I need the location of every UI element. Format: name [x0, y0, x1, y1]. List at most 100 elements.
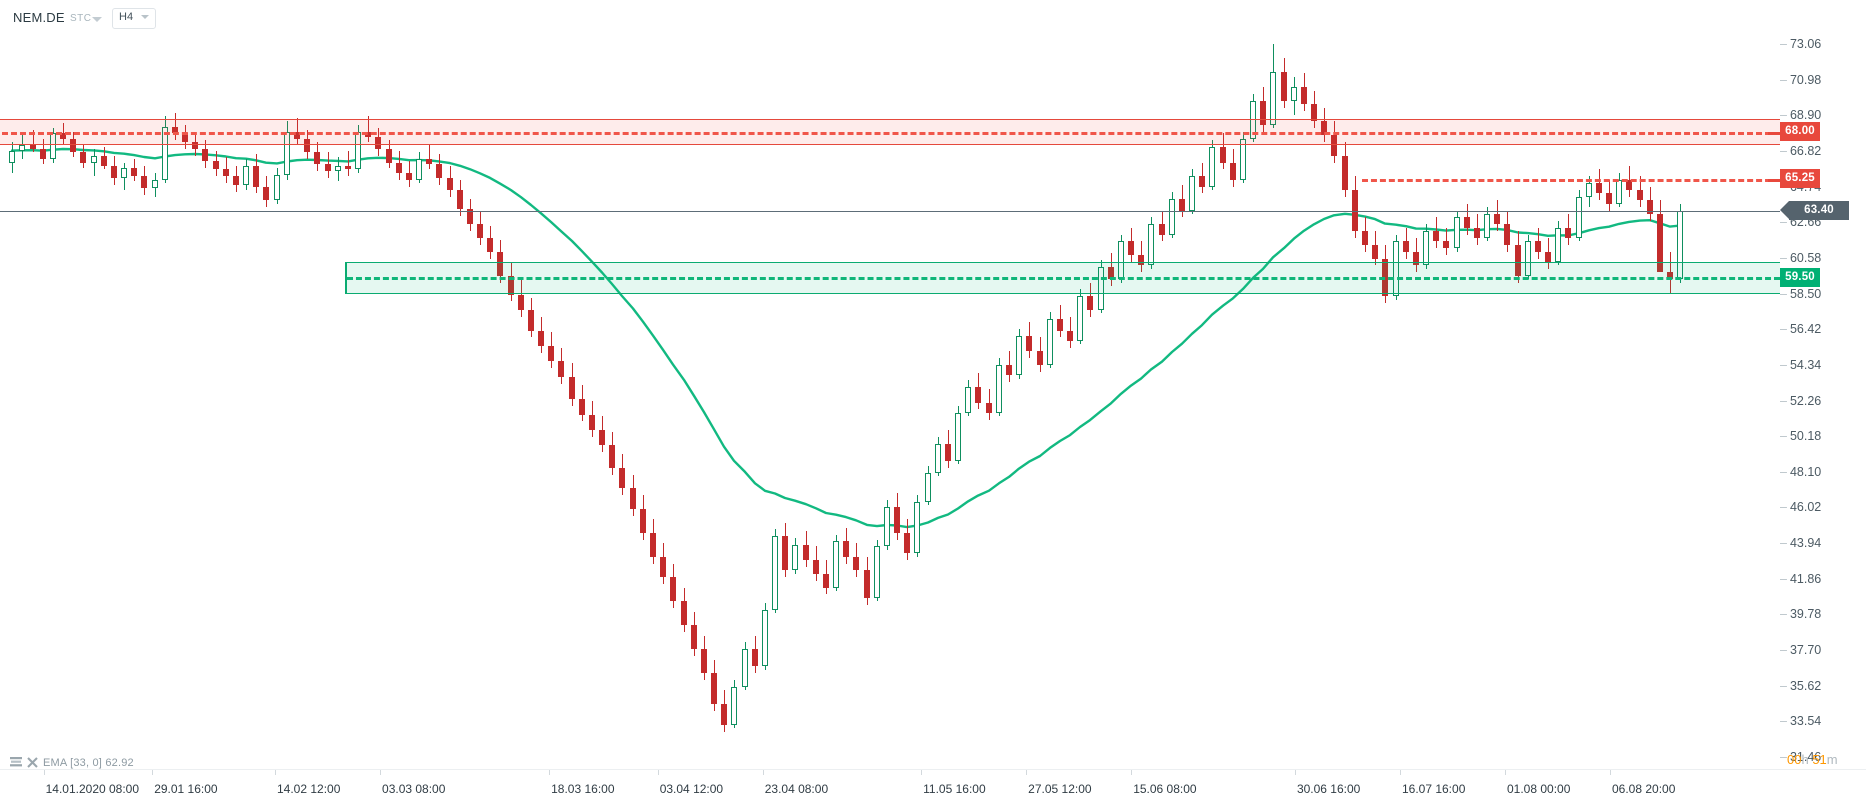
indicator-label: EMA [33, 0] 62.92: [43, 756, 134, 769]
candle-body: [1025, 335, 1033, 352]
candle-body: [852, 556, 860, 571]
candle-body: [446, 178, 454, 190]
chevron-down-icon[interactable]: [92, 17, 102, 22]
candle-body: [1219, 147, 1227, 163]
resistance-line[interactable]: [1361, 178, 1780, 182]
time-tick-mark: [921, 770, 923, 775]
resistance2-price-tag[interactable]: 65.25: [1780, 169, 1820, 189]
resistance-zone-midline: [2, 131, 1780, 135]
candle-body: [344, 166, 352, 170]
indicator-legend[interactable]: EMA [33, 0] 62.92: [10, 755, 134, 770]
candle-body: [649, 532, 657, 557]
candle-body: [415, 159, 423, 180]
candle-wick: [175, 112, 176, 141]
candle-body: [1178, 198, 1186, 211]
price-tick: –54.34: [1780, 357, 1822, 372]
candle-body: [303, 138, 311, 153]
time-tick-mark: [1399, 770, 1401, 775]
candle-body: [385, 148, 393, 163]
candle-body: [79, 152, 87, 163]
candle-body: [964, 387, 972, 413]
candle-body: [781, 536, 789, 571]
candle-body: [639, 508, 647, 533]
candle-body: [913, 501, 921, 554]
candle-wick: [94, 148, 95, 177]
candle-body: [69, 138, 77, 153]
candle-body: [1564, 227, 1572, 238]
candle-body: [710, 673, 718, 705]
candle-body: [1463, 217, 1471, 228]
candle-body: [435, 164, 443, 178]
current-price-tag[interactable]: 63.40: [1780, 201, 1849, 221]
candle-body: [1290, 87, 1298, 101]
candle-body: [212, 160, 220, 170]
candle-body: [1575, 196, 1583, 238]
candle-body: [395, 162, 403, 173]
candle-body: [802, 544, 810, 561]
candle-body: [669, 577, 677, 602]
candle-body: [466, 208, 474, 225]
candle-body: [1493, 213, 1501, 225]
resistance-zone[interactable]: [0, 118, 1780, 145]
candle-body: [720, 704, 728, 725]
price-tick: –35.62: [1780, 678, 1822, 693]
support-price-tag[interactable]: 59.50: [1780, 267, 1820, 287]
candle-body: [1636, 189, 1644, 201]
timeframe-select[interactable]: [112, 8, 156, 29]
chevron-down-icon[interactable]: [141, 15, 149, 19]
symbol-source[interactable]: STC: [70, 13, 92, 24]
time-axis[interactable]: 14.01.2020 08:00 29.01 16:00 14.02 12:00 03…: [0, 769, 1866, 807]
chart-plot-area[interactable]: [0, 36, 1780, 769]
candle-body: [232, 176, 240, 185]
resistance-price-tag[interactable]: 68.00: [1780, 122, 1820, 142]
indicator-close-icon[interactable]: [27, 757, 38, 768]
candle-body: [1534, 241, 1542, 252]
price-tick: –31.46: [1780, 750, 1822, 764]
candle-body: [1341, 155, 1349, 190]
price-tick: –48.10: [1780, 464, 1822, 479]
candle-body: [1269, 71, 1277, 125]
current-price-line: [0, 210, 1780, 212]
indicator-settings-icon[interactable]: [10, 757, 22, 768]
candle-body: [608, 445, 616, 468]
price-axis[interactable]: –73.06–70.98–68.90–66.82–64.74–62.66–60.…: [1768, 36, 1866, 769]
time-tick-mark: [762, 770, 764, 775]
candle-body: [1514, 244, 1522, 276]
support-zone-midline: [347, 277, 1780, 281]
candle-body: [201, 148, 209, 161]
candle-body: [130, 167, 138, 177]
candle-body: [751, 649, 759, 667]
countdown-minutes-unit: m: [1826, 752, 1838, 767]
candle-body: [496, 251, 504, 276]
candle-body: [995, 364, 1003, 413]
candle-body: [161, 126, 169, 180]
candle-body: [1097, 267, 1105, 310]
candle-body: [334, 166, 342, 172]
candle-body: [1473, 227, 1481, 238]
candle-body: [1127, 241, 1135, 256]
time-tick-mark: [275, 770, 276, 775]
candle-body: [374, 136, 382, 149]
candle-body: [1615, 179, 1623, 204]
candle-body: [700, 649, 708, 674]
candle-body: [1656, 213, 1664, 273]
time-tick-mark: [1131, 770, 1133, 775]
support-zone-left-edge: [345, 261, 347, 294]
candle-body: [1402, 241, 1410, 252]
candle-body: [903, 532, 911, 554]
time-tick-label: 15.06 08:00: [1133, 782, 1197, 796]
candle-body: [1229, 162, 1237, 180]
candle-body: [924, 472, 932, 502]
time-tick-label: 14.02 12:00: [277, 782, 341, 796]
price-tick: –70.98: [1780, 72, 1822, 87]
time-tick-mark: [380, 770, 382, 775]
candle-body: [1605, 193, 1613, 204]
symbol-name[interactable]: NEM.DE: [13, 10, 65, 25]
candle-body: [1432, 231, 1440, 242]
candle-body: [1147, 224, 1155, 266]
candle-body: [893, 507, 901, 533]
candle-body: [1585, 183, 1593, 197]
candle-body: [90, 155, 98, 163]
time-tick-label: 11.05 16:00: [923, 782, 986, 796]
price-tick: –60.58: [1780, 250, 1822, 265]
